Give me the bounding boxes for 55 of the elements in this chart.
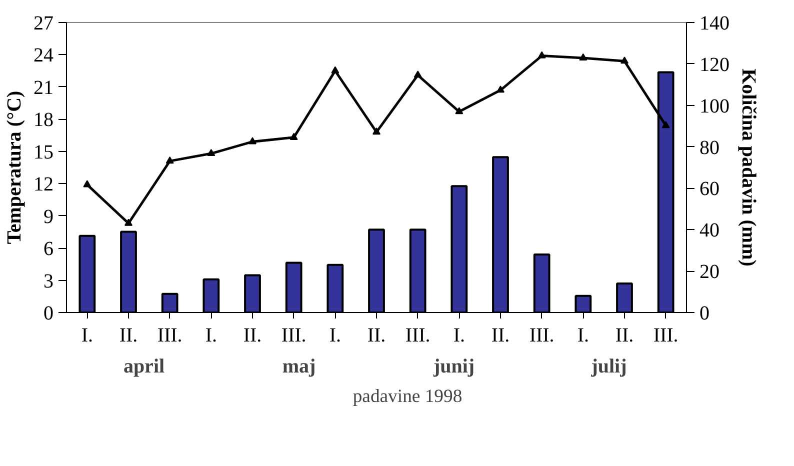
x-tick-label: I. — [205, 324, 218, 346]
text: julij — [590, 356, 627, 378]
y-tick-label: 27 — [34, 12, 54, 34]
x-tick-label: II. — [615, 324, 634, 346]
point — [579, 53, 588, 60]
text: maj — [282, 356, 316, 378]
point — [620, 56, 628, 64]
y-tick-label: 6 — [44, 238, 54, 260]
point — [207, 148, 216, 156]
y-tick-label: 24 — [34, 44, 54, 67]
y-tick-label: 18 — [34, 109, 54, 132]
text: padavine 1998 — [352, 386, 462, 408]
x-tick-label: III. — [157, 324, 182, 346]
point — [414, 70, 422, 78]
x-tick-label: III. — [653, 324, 678, 346]
x-tick-label: II. — [491, 324, 510, 346]
x-tick-label: III. — [529, 324, 554, 346]
x-tick-label: II. — [119, 324, 138, 346]
x-tick-label: I. — [81, 324, 94, 346]
y2-tick-label: 60 — [700, 178, 720, 200]
y2-tick-label: 100 — [700, 95, 730, 118]
x-tick-label: I. — [453, 324, 466, 346]
x-tick-label: III. — [405, 324, 430, 346]
y2-tick-label: 20 — [700, 261, 720, 284]
x-tick-label: II. — [367, 324, 386, 346]
point — [372, 128, 380, 135]
point — [662, 121, 670, 128]
x-tick-label: I. — [329, 324, 342, 346]
y-axis-title: Temperatura (°C) — [4, 90, 26, 244]
y2-tick-label: 140 — [700, 12, 730, 34]
point — [538, 51, 546, 58]
y2-tick-label: 120 — [700, 54, 730, 76]
text: april — [123, 356, 165, 378]
point — [124, 218, 132, 226]
point — [455, 107, 464, 114]
y-tick-label: 0 — [44, 302, 54, 324]
point — [331, 66, 340, 74]
y2-tick-label: 40 — [700, 220, 720, 242]
y2-tick-label: 80 — [700, 136, 720, 159]
y-tick-label: 21 — [34, 76, 54, 99]
y-tick-label: 3 — [44, 270, 54, 292]
point — [248, 137, 256, 144]
y2-tick-label: 0 — [700, 302, 710, 324]
x-tick-label: III. — [281, 324, 306, 346]
point — [290, 132, 298, 140]
point — [166, 156, 174, 164]
point — [496, 86, 504, 93]
y-tick-label: 12 — [34, 174, 54, 196]
y-tick-label: 15 — [34, 141, 54, 164]
y-tick-label: 9 — [44, 206, 54, 228]
x-tick-label: II. — [243, 324, 262, 346]
y2-axis-title: Količina padavin (mm) — [738, 68, 760, 266]
text: junij — [432, 356, 475, 378]
point — [83, 180, 92, 188]
x-tick-label: I. — [577, 324, 590, 346]
